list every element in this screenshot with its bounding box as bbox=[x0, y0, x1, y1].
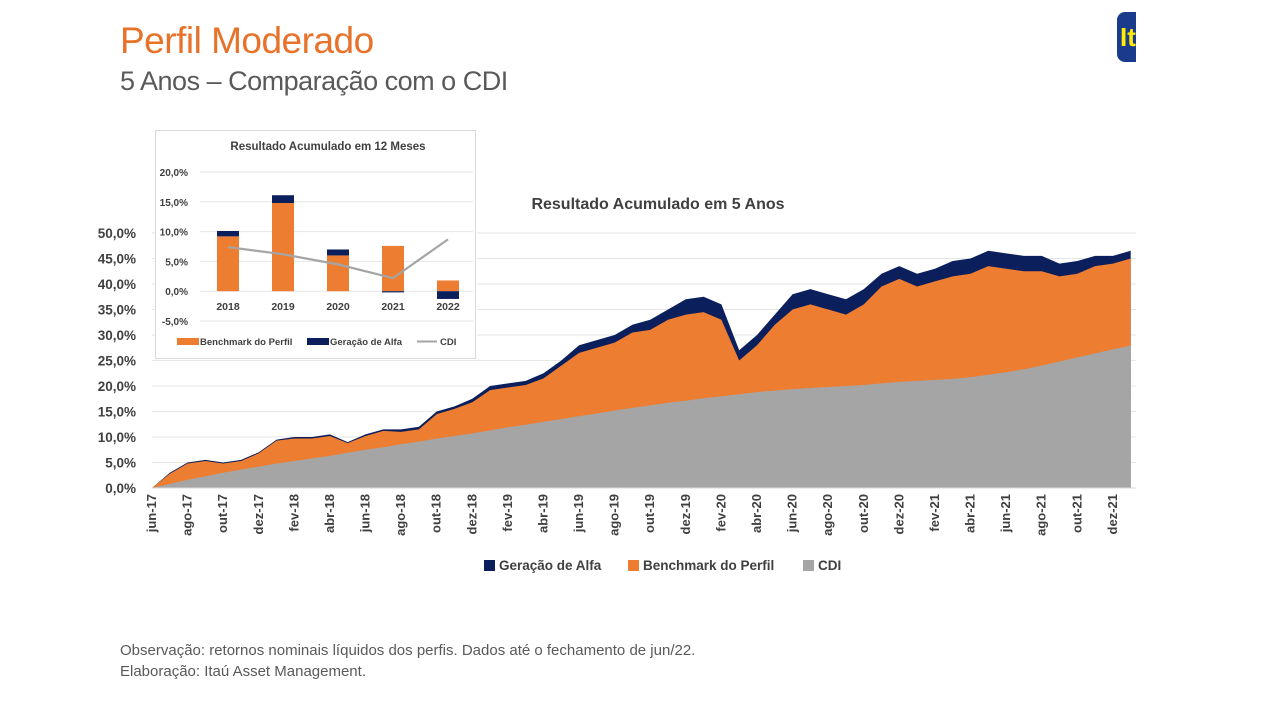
x-tick-label: ago-19 bbox=[607, 494, 622, 536]
alfa-bar bbox=[272, 195, 294, 203]
legend-swatch bbox=[307, 338, 329, 345]
x-tick-label: 2018 bbox=[216, 301, 240, 313]
x-tick-label: abr-20 bbox=[749, 494, 764, 533]
y-tick-label: 0,0% bbox=[165, 287, 188, 298]
x-tick-label: jun-19 bbox=[571, 494, 586, 533]
x-tick-label: ago-21 bbox=[1034, 494, 1049, 536]
benchmark-bar bbox=[382, 245, 404, 292]
x-tick-label: jun-20 bbox=[785, 494, 800, 533]
x-tick-label: out-18 bbox=[429, 494, 444, 533]
y-tick-label: 15,0% bbox=[160, 198, 188, 209]
footer-note: Observação: retornos nominais líquidos d… bbox=[120, 642, 696, 659]
legend-swatch bbox=[628, 560, 639, 571]
legend-label: Benchmark do Perfil bbox=[200, 337, 292, 348]
y-tick-label: 0,0% bbox=[105, 481, 136, 496]
x-tick-label: fev-19 bbox=[500, 494, 515, 532]
x-tick-label: dez-19 bbox=[678, 494, 693, 534]
y-tick-label: 30,0% bbox=[98, 328, 136, 343]
x-tick-label: out-19 bbox=[642, 494, 657, 533]
x-tick-label: 2020 bbox=[326, 301, 350, 313]
legend-label: Benchmark do Perfil bbox=[643, 558, 774, 573]
y-tick-label: 50,0% bbox=[98, 226, 136, 241]
x-tick-label: out-17 bbox=[215, 494, 230, 533]
x-tick-label: fev-21 bbox=[927, 494, 942, 532]
page-subtitle: 5 Anos – Comparação com o CDI bbox=[120, 66, 508, 96]
benchmark-bar bbox=[217, 236, 239, 292]
alfa-bar bbox=[217, 231, 239, 237]
y-tick-label: -5,0% bbox=[162, 317, 188, 328]
legend-swatch bbox=[177, 338, 199, 345]
cdi-line bbox=[227, 238, 449, 280]
x-tick-label: jun-17 bbox=[144, 494, 159, 533]
legend-label: Geração de Alfa bbox=[499, 558, 602, 573]
itau-logo: It bbox=[1117, 12, 1136, 62]
legend-swatch bbox=[803, 560, 814, 571]
y-tick-label: 20,0% bbox=[160, 168, 188, 179]
y-tick-label: 10,0% bbox=[160, 228, 188, 239]
inset-chart-title: Resultado Acumulado em 12 Meses bbox=[230, 141, 425, 153]
y-tick-label: 25,0% bbox=[98, 354, 136, 369]
y-tick-label: 20,0% bbox=[98, 379, 136, 394]
alfa-bar bbox=[437, 291, 459, 299]
x-tick-label: dez-18 bbox=[464, 494, 479, 534]
footer-credit: Elaboração: Itaú Asset Management. bbox=[120, 663, 366, 680]
x-tick-label: dez-17 bbox=[251, 494, 266, 534]
y-tick-label: 40,0% bbox=[98, 277, 136, 292]
x-tick-label: 2021 bbox=[381, 301, 405, 313]
x-tick-label: dez-20 bbox=[891, 494, 906, 534]
y-tick-label: 15,0% bbox=[98, 405, 136, 420]
x-tick-label: out-20 bbox=[856, 494, 871, 533]
y-tick-label: 10,0% bbox=[98, 430, 136, 445]
legend-label: Geração de Alfa bbox=[330, 337, 403, 348]
benchmark-bar bbox=[272, 202, 294, 292]
x-tick-label: ago-18 bbox=[393, 494, 408, 536]
y-tick-label: 5,0% bbox=[165, 257, 188, 268]
benchmark-bar bbox=[327, 255, 349, 292]
x-tick-label: abr-18 bbox=[322, 494, 337, 533]
legend-swatch bbox=[484, 560, 495, 571]
y-tick-label: 45,0% bbox=[98, 252, 136, 267]
x-tick-label: fev-20 bbox=[713, 494, 728, 532]
cdi-area bbox=[152, 345, 1131, 488]
legend-label: CDI bbox=[440, 337, 456, 348]
x-tick-label: 2019 bbox=[271, 301, 295, 313]
y-tick-label: 5,0% bbox=[105, 456, 136, 471]
main-chart: Resultado Acumulado em 5 Anos 0,0% 5,0% 10… bbox=[98, 196, 1136, 573]
x-tick-label: out-21 bbox=[1069, 494, 1084, 533]
x-tick-label: fev-18 bbox=[286, 494, 301, 532]
inset-chart: Resultado Acumulado em 12 Meses -5,0% 0,0… bbox=[155, 130, 477, 360]
legend-label: CDI bbox=[818, 558, 841, 573]
x-tick-label: jun-18 bbox=[358, 494, 373, 533]
alfa-bar bbox=[382, 291, 404, 293]
main-chart-title: Resultado Acumulado em 5 Anos bbox=[531, 196, 784, 213]
page-title: Perfil Moderado bbox=[120, 20, 374, 61]
alfa-bar bbox=[327, 249, 349, 256]
x-tick-label: abr-21 bbox=[963, 494, 978, 533]
x-tick-label: 2022 bbox=[436, 301, 460, 313]
x-tick-label: ago-20 bbox=[820, 494, 835, 536]
x-tick-label: abr-19 bbox=[535, 494, 550, 533]
x-tick-label: dez-21 bbox=[1105, 494, 1120, 534]
y-tick-label: 35,0% bbox=[98, 303, 136, 318]
x-tick-label: ago-17 bbox=[180, 494, 195, 536]
benchmark-bar bbox=[437, 280, 459, 292]
x-tick-label: jun-21 bbox=[998, 494, 1013, 533]
